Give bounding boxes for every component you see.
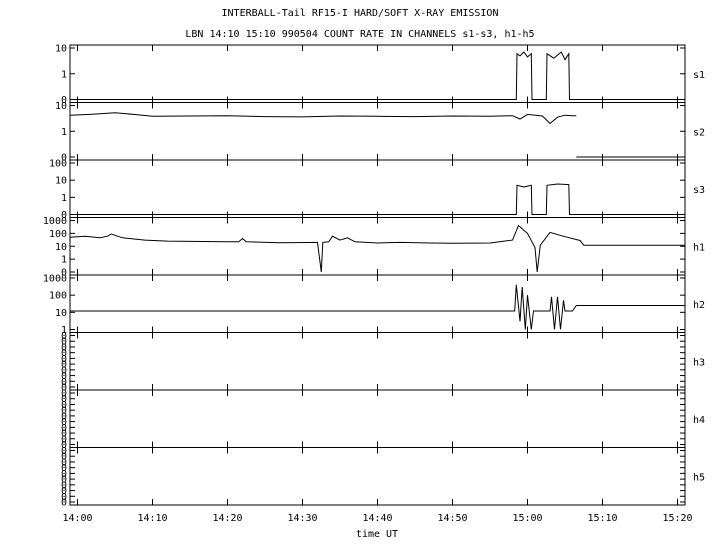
x-tick-label: 14:30: [287, 513, 317, 524]
channel-label: h1: [693, 242, 705, 253]
panel-frame: [70, 275, 685, 333]
panel-frame: [70, 103, 685, 161]
y-tick-label: 10: [55, 44, 67, 55]
panel-frame: [70, 333, 685, 391]
x-tick-label: 14:00: [62, 513, 92, 524]
panels-group: 1010s11010s21001010s310001001010h1100010…: [43, 44, 705, 509]
y-tick-label: 10: [55, 242, 67, 253]
y-tick-label: 100: [49, 229, 67, 240]
y-tick-label: 0: [61, 498, 67, 509]
y-tick-label: 100: [49, 159, 67, 170]
channel-label: s2: [693, 127, 705, 138]
panel-frame: [70, 45, 685, 103]
panel-frame: [70, 390, 685, 448]
y-tick-label: 10: [55, 176, 67, 187]
channel-label: h5: [693, 472, 705, 483]
series-line-h2: [70, 285, 685, 330]
y-tick-label: 10: [55, 308, 67, 319]
channel-label: h3: [693, 357, 705, 368]
series-line-h1: [70, 226, 685, 272]
x-tick-label: 14:50: [437, 513, 467, 524]
x-axis: 14:00 14:10 14:20 14:30 14:40 14:50 15:00 15:10…: [62, 513, 692, 524]
channel-label: s3: [693, 185, 705, 196]
x-tick-label: 14:20: [212, 513, 242, 524]
panel-frame: [70, 448, 685, 506]
x-axis-label: time UT: [356, 529, 398, 540]
panel-frame: [70, 160, 685, 218]
y-tick-label: 1: [61, 193, 67, 204]
y-tick-label: 100: [49, 291, 67, 302]
x-tick-label: 15:20: [662, 513, 692, 524]
y-tick-label: 1: [61, 127, 67, 138]
x-tick-label: 15:10: [587, 513, 617, 524]
x-tick-label: 14:10: [137, 513, 167, 524]
x-tick-label: 14:40: [362, 513, 392, 524]
series-line-s1: [70, 52, 685, 100]
y-tick-label: 1000: [43, 216, 67, 227]
panel-frame: [70, 218, 685, 276]
channel-label: h2: [693, 300, 705, 311]
channel-label: h4: [693, 415, 705, 426]
y-tick-label: 1: [61, 69, 67, 80]
series-line-s2: [70, 113, 576, 124]
channel-label: s1: [693, 70, 705, 81]
x-tick-label: 15:00: [512, 513, 542, 524]
y-tick-label: 1000: [43, 274, 67, 285]
y-tick-label: 1: [61, 255, 67, 266]
series-line-s3: [70, 184, 685, 215]
y-tick-label: 10: [55, 101, 67, 112]
